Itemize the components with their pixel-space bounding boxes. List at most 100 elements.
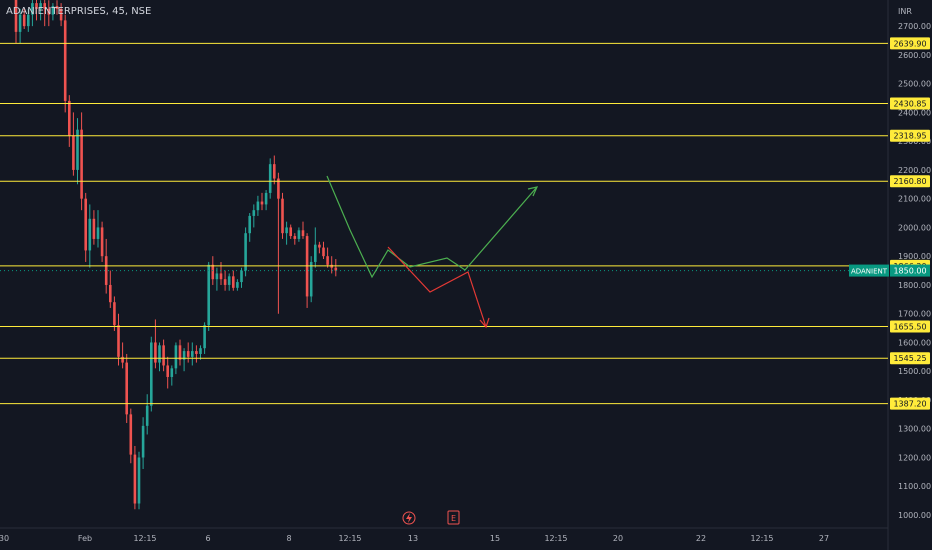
candle-body: [129, 414, 133, 455]
candle-body: [141, 425, 145, 458]
candle-body: [72, 135, 75, 170]
y-tick-label: 2700.00: [898, 22, 931, 31]
level-badge: [890, 37, 930, 50]
candle-body: [178, 345, 182, 360]
candle-body: [59, 8, 63, 21]
candle-body: [133, 454, 137, 504]
chart-title: ADANIENTERPRISES, 45, NSE: [6, 6, 152, 17]
level-label: 1545.25: [893, 354, 926, 363]
candle-body: [240, 270, 243, 283]
candle-body: [96, 227, 100, 239]
level-label: 1387.20: [893, 400, 926, 409]
symbol-label: ADANIENT: [851, 268, 888, 276]
x-tick-label: 27: [819, 534, 829, 543]
candle-body: [63, 20, 67, 101]
y-tick-label: 1800.00: [898, 281, 931, 290]
y-tick-label: 1700.00: [898, 310, 931, 319]
candle-body: [158, 345, 161, 363]
level-label: 2639.90: [893, 39, 926, 48]
candle-body: [244, 233, 247, 271]
bearish-path: [387, 246, 487, 328]
candle-body: [18, 14, 22, 32]
candle-body: [170, 368, 174, 377]
x-tick-label: 12:15: [750, 534, 773, 543]
bearish-arrowhead: [479, 317, 490, 329]
x-tick-label: 15: [490, 534, 500, 543]
lightning-icon-bolt: [406, 513, 412, 523]
candle-body: [195, 351, 198, 354]
candle-body: [80, 129, 83, 199]
y-tick-label: 1300.00: [898, 425, 931, 434]
level-badge: [890, 129, 930, 142]
candle-body: [334, 267, 338, 271]
candle-body: [43, 3, 46, 9]
candle-body: [211, 264, 215, 280]
level-badge: [890, 397, 930, 410]
level-badge: [890, 175, 930, 188]
candle-body: [47, 8, 51, 15]
x-tick-label: 12:15: [133, 534, 156, 543]
candle-body: [154, 342, 157, 363]
candle-body: [104, 256, 108, 285]
candle-body: [236, 282, 239, 288]
candle-body: [273, 164, 276, 179]
y-tick-label: 2600.00: [898, 51, 931, 60]
x-tick-label: 22: [696, 534, 706, 543]
y-tick-label: 2500.00: [898, 80, 931, 89]
candle-body: [14, 0, 18, 32]
candle-body: [55, 6, 59, 9]
candle-body: [27, 14, 30, 27]
candle-body: [248, 215, 251, 234]
y-tick-label: 1000.00: [898, 511, 931, 520]
level-badge: [890, 320, 930, 333]
candle-body: [39, 3, 42, 9]
x-tick-label: 12:15: [338, 534, 361, 543]
candle-body: [92, 218, 96, 239]
candle-body: [219, 273, 223, 280]
candle-body: [121, 356, 124, 363]
candle-body: [113, 302, 116, 326]
candle-body: [252, 210, 256, 216]
candle-body: [145, 405, 149, 426]
x-tick-label: 6: [205, 534, 210, 543]
candle-body: [223, 279, 227, 285]
candle-body: [260, 201, 264, 205]
candle-body: [35, 3, 38, 9]
level-badge: [890, 97, 930, 110]
candle-body: [289, 227, 292, 237]
candle-body: [293, 236, 297, 239]
candle-body: [268, 164, 272, 193]
level-label: 2160.80: [893, 177, 926, 186]
bullish-arrowhead: [527, 186, 539, 197]
y-tick-label: 2200.00: [898, 166, 931, 175]
level-label: 1655.50: [893, 322, 926, 331]
candle-body: [68, 100, 71, 136]
candle-body: [285, 227, 288, 234]
candle-body: [186, 351, 190, 357]
candle-body: [162, 345, 165, 366]
candle-body: [100, 227, 104, 257]
candle-body: [84, 198, 87, 251]
candle-body: [256, 201, 260, 211]
candle-body: [150, 342, 153, 406]
earnings-icon: [447, 510, 460, 525]
candle-body: [51, 6, 55, 15]
earnings-icon-letter: E: [451, 514, 456, 523]
candle-body: [309, 261, 313, 297]
level-label: 2318.95: [893, 132, 926, 141]
candle-body: [109, 284, 112, 303]
candle-body: [88, 218, 92, 251]
candle-body: [117, 325, 120, 357]
level-label: 2430.85: [893, 100, 926, 109]
candle-body: [22, 14, 26, 27]
candle-body: [125, 362, 128, 415]
candle-body: [182, 351, 186, 360]
candle-body: [232, 276, 235, 288]
candle-body: [297, 230, 301, 239]
candle-body: [207, 264, 210, 326]
candle-body: [137, 457, 141, 504]
x-tick-label: 30: [0, 534, 9, 543]
x-tick-label: Feb: [78, 534, 92, 543]
lightning-icon: [402, 511, 416, 525]
